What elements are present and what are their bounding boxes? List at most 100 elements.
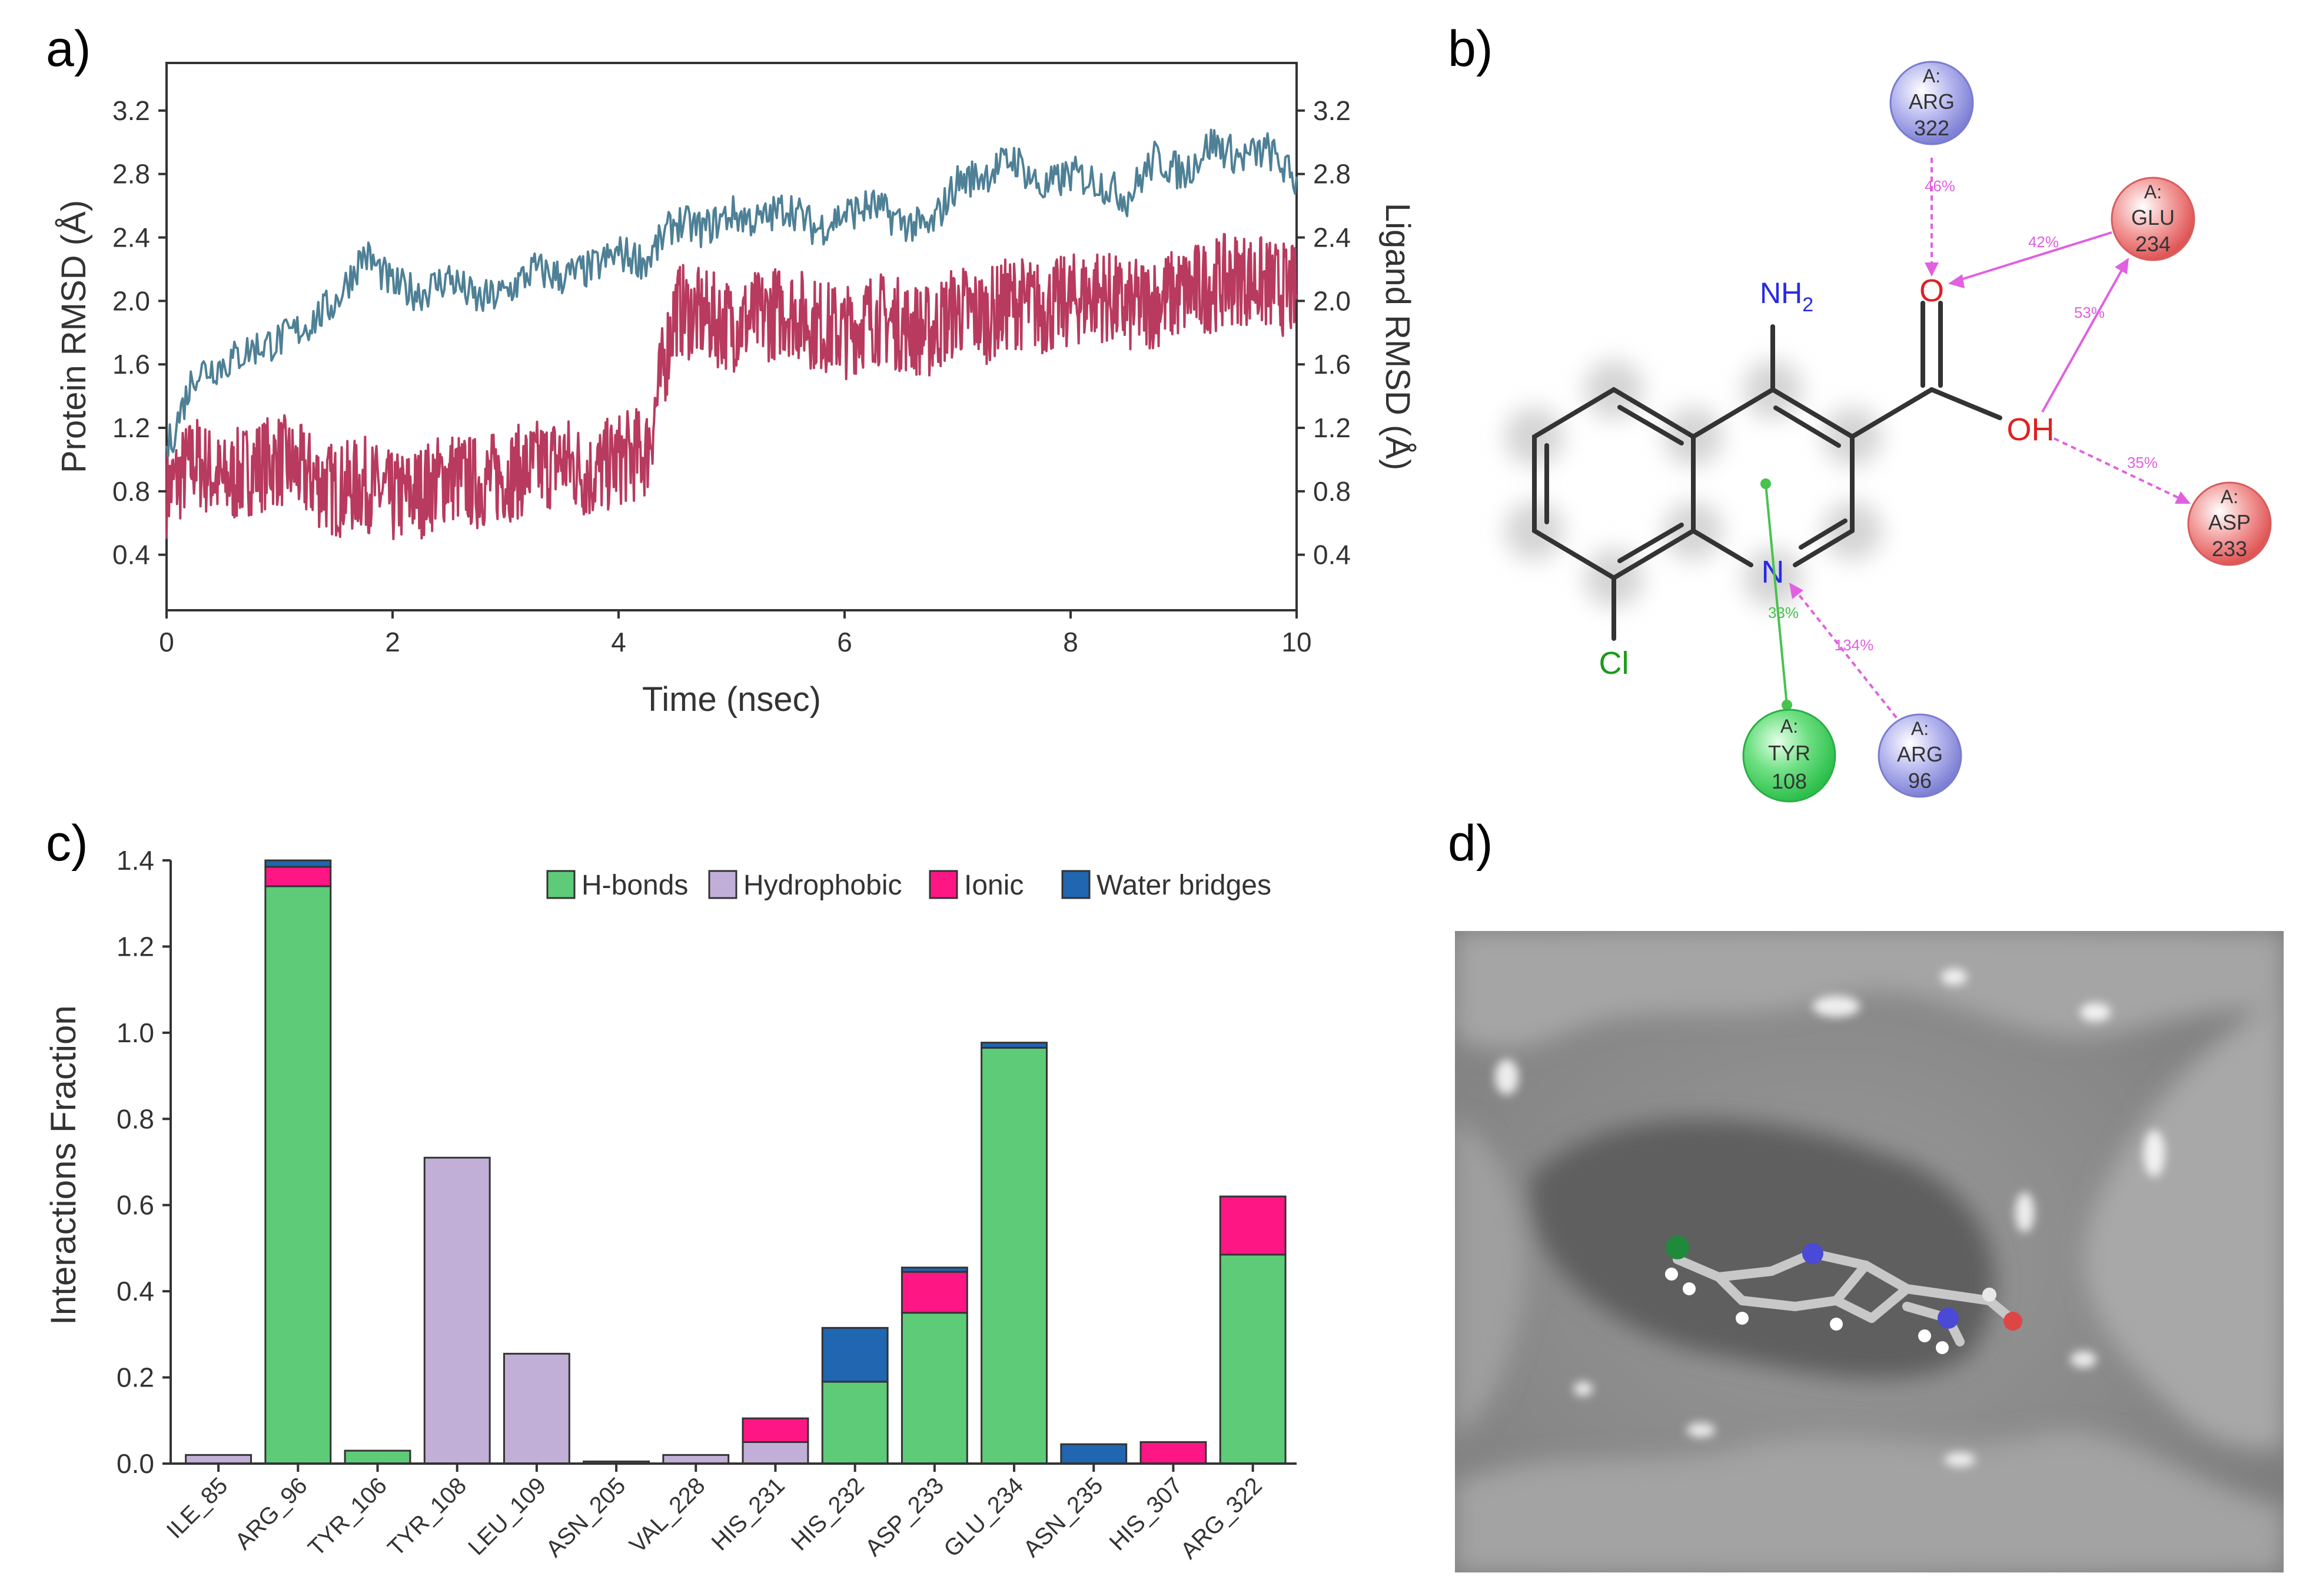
atom-carbonyl-o: O xyxy=(1919,273,1944,308)
panel-label-c: c) xyxy=(46,815,88,872)
rmsd-right-tick-label: 3.2 xyxy=(1313,95,1351,126)
bar-y-axis-label: Interactions Fraction xyxy=(44,1005,83,1325)
edge-oh-glu234 xyxy=(2041,264,2126,413)
legend-label-hbond: H-bonds xyxy=(582,870,688,901)
bar-water-his_232 xyxy=(821,1326,889,1383)
rmsd-chart: 0 2 4 6 8 10 0.4 0.4 0.8 0.8 1.2 1.2 1.6 1.6 2.0 2.0 2.4… xyxy=(55,62,1417,719)
edge-arg96-n-arrow xyxy=(1789,583,1803,599)
bar-y-tick-label: 1.0 xyxy=(117,1018,154,1048)
residue-chain-arg96: A: xyxy=(1911,718,1929,739)
residue-name-glu234: GLU xyxy=(2131,205,2175,230)
ridge-left xyxy=(1455,1118,1526,1436)
atom-nh2: NH2 xyxy=(1760,277,1813,316)
rmsd-right-tick-label: 2.4 xyxy=(1313,222,1351,253)
rmsd-left-tick-label: 2.8 xyxy=(112,159,150,189)
bar-x-tick-label: ASP_233 xyxy=(860,1472,949,1561)
bar-x-tick-label: TYR_108 xyxy=(383,1472,471,1561)
edge-oh-asp233-arrow xyxy=(2175,491,2191,504)
rmsd-left-axis-label: Protein RMSD (Å) xyxy=(55,200,93,473)
edge-label-glu234-o: 42% xyxy=(2028,233,2059,251)
bar-y-tick-label: 1.4 xyxy=(117,845,154,876)
bar-x-tick-label: ARG_322 xyxy=(1176,1472,1267,1564)
bar-x-tick-label: ILE_85 xyxy=(162,1472,233,1544)
residue-node-glu234: A: GLU 234 xyxy=(2111,177,2195,261)
residue-chain-tyr108: A: xyxy=(1780,716,1798,737)
legend-label-water: Water bridges xyxy=(1096,870,1271,901)
ridge-bottom xyxy=(1455,1431,2284,1572)
bar-y-tick-label: 1.2 xyxy=(117,931,154,962)
rmsd-right-axis-label: Ligand RMSD (Å) xyxy=(1378,203,1417,470)
bar-x-tick-label: ASN_205 xyxy=(541,1472,630,1562)
bar-water-glu_234 xyxy=(981,1042,1048,1049)
rmsd-right-tick-label: 0.8 xyxy=(1313,476,1351,507)
bar-ionic-his_307 xyxy=(1139,1441,1207,1465)
rmsd-left-tick-label: 2.4 xyxy=(112,222,150,253)
bar-y-tick-label: 0.6 xyxy=(117,1190,154,1221)
edge-tyr108-ring-center-dot xyxy=(1760,478,1771,489)
edge-oh-glu234-arrow xyxy=(2115,258,2129,274)
bar-ionic-asp_233 xyxy=(901,1271,968,1314)
edge-tyr108-ring-end-dot xyxy=(1782,700,1792,710)
residue-num-glu234: 234 xyxy=(2135,232,2171,256)
edge-label-oh-asp233: 35% xyxy=(2127,454,2158,471)
edge-oh-asp233 xyxy=(2054,437,2184,501)
bar-hbond-asp_233 xyxy=(901,1312,968,1465)
residue-node-arg322: A: ARG 322 xyxy=(1889,61,1974,145)
edge-glu234-o-arrow xyxy=(1948,274,1965,288)
surface-highlights xyxy=(1495,969,2165,1467)
residue-num-arg96: 96 xyxy=(1908,769,1932,793)
bar-ionic-his_231 xyxy=(742,1417,809,1443)
bar-hbond-his_232 xyxy=(821,1381,889,1465)
residue-name-arg96: ARG xyxy=(1897,742,1943,766)
rmsd-left-tick-label: 0.8 xyxy=(112,476,150,507)
interactions-legend: H-bonds Hydrophobic Ionic Water bridges xyxy=(546,870,1271,901)
ridge-top xyxy=(1455,931,2284,1050)
bar-hydrophobic-tyr_108 xyxy=(423,1156,491,1465)
interaction-edges xyxy=(1760,158,2191,726)
bar-y-tick-label: 0.0 xyxy=(117,1448,154,1479)
residue-chain-arg322: A: xyxy=(1923,65,1941,87)
rmsd-x-tick-label: 6 xyxy=(837,627,852,657)
rmsd-right-tick-label: 2.0 xyxy=(1313,285,1351,316)
rmsd-right-tick-label: 0.4 xyxy=(1313,540,1351,570)
residue-num-arg322: 322 xyxy=(1914,116,1949,140)
bar-x-tick-label: ARG_96 xyxy=(230,1472,313,1555)
residue-circle-arg96 xyxy=(1878,713,1962,798)
legend-swatch-ionic xyxy=(929,870,958,899)
edge-label-arg322-o: 46% xyxy=(1925,177,1955,195)
bar-ionic-arg_96 xyxy=(264,866,332,887)
rmsd-plot-area xyxy=(165,62,1298,611)
residue-circle-tyr108 xyxy=(1742,709,1836,803)
legend-swatch-hbond xyxy=(546,870,576,899)
residue-circle-arg322 xyxy=(1889,61,1974,145)
interactions-bar-chart: H-bonds Hydrophobic Ionic Water bridges ILE… xyxy=(44,845,1297,1564)
residue-name-asp233: ASP xyxy=(2208,510,2251,534)
rmsd-right-tick-label: 2.8 xyxy=(1313,159,1351,189)
atom-chlorine: Cl xyxy=(1599,646,1629,681)
panel-label-a: a) xyxy=(46,21,91,77)
residue-name-arg322: ARG xyxy=(1909,89,1955,114)
rmsd-x-tick-label: 8 xyxy=(1063,627,1078,657)
bar-water-asn_235 xyxy=(1060,1443,1128,1465)
rmsd-right-tick-label: 1.6 xyxy=(1313,349,1351,380)
protein-rmsd-line xyxy=(165,128,1298,457)
interaction-edge-labels: 46% 42% 53% 35% 33% 134% xyxy=(1768,177,2158,654)
ligand-bonds xyxy=(1532,301,2002,641)
residue-name-tyr108: TYR xyxy=(1768,741,1810,765)
panel-label-b: b) xyxy=(1448,21,1493,77)
residue-num-tyr108: 108 xyxy=(1772,769,1807,793)
bar-x-tick-label: ASN_235 xyxy=(1018,1472,1108,1562)
legend-swatch-water xyxy=(1061,870,1091,899)
residue-circle-glu234 xyxy=(2111,177,2195,261)
rmsd-right-tick-label: 1.2 xyxy=(1313,413,1351,443)
bar-x-tick-label: VAL_228 xyxy=(624,1472,710,1558)
bar-hydrophobic-leu_109 xyxy=(503,1352,570,1465)
rmsd-left-tick-label: 0.4 xyxy=(112,540,150,570)
bar-x-tick-label: HIS_307 xyxy=(1105,1472,1188,1555)
edge-label-tyr108-ring: 33% xyxy=(1768,604,1799,621)
legend-label-ionic: Ionic xyxy=(964,870,1024,901)
legend-swatch-hydrophobic xyxy=(708,870,737,899)
rmsd-x-tick-label: 0 xyxy=(159,627,174,657)
edge-arg322-o-arrow xyxy=(1925,262,1939,277)
rmsd-left-tick-label: 1.6 xyxy=(112,349,150,380)
